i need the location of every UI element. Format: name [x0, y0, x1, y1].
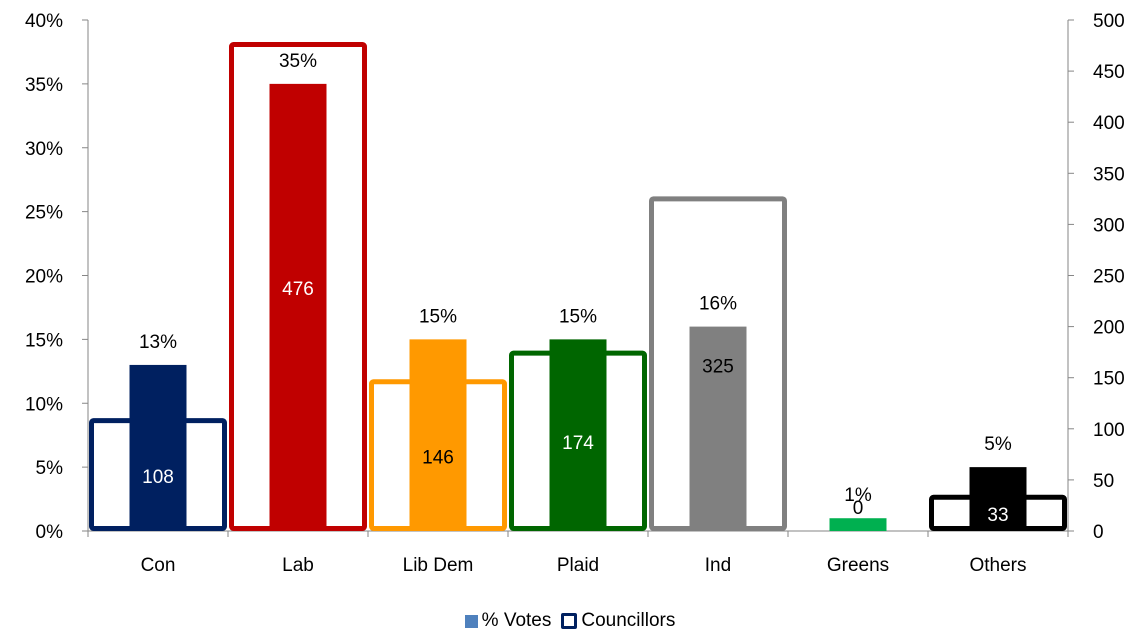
right-tick-label: 500 — [1093, 11, 1125, 32]
right-tick-label: 450 — [1093, 62, 1125, 83]
left-tick-label: 40% — [25, 11, 63, 32]
votes-bar — [269, 83, 327, 531]
votes-data-label: 16% — [699, 294, 737, 315]
right-tick-label: 400 — [1093, 113, 1125, 134]
right-tick-label: 50 — [1093, 471, 1114, 492]
votes-swatch — [464, 614, 478, 628]
councillors-data-label: 108 — [142, 467, 174, 488]
legend-item-votes: % Votes — [464, 610, 552, 632]
votes-bar — [689, 326, 747, 531]
right-tick-label: 250 — [1093, 267, 1125, 288]
votes-data-label: 13% — [139, 332, 177, 353]
left-tick-label: 5% — [36, 458, 64, 479]
councillors-data-label: 33 — [987, 505, 1008, 526]
votes-bar — [129, 364, 187, 531]
votes-data-label: 5% — [984, 434, 1012, 455]
legend: % Votes Councillors — [0, 607, 1140, 635]
legend-label-votes: % Votes — [481, 610, 552, 631]
right-tick-label: 100 — [1093, 420, 1125, 441]
votes-data-label: 35% — [279, 51, 317, 72]
votes-data-label: 15% — [419, 306, 457, 327]
right-tick-label: 150 — [1093, 369, 1125, 390]
category-label: Lib Dem — [403, 555, 474, 576]
votes-bar — [829, 518, 887, 531]
councillors-data-label: 476 — [282, 279, 314, 300]
left-tick-label: 25% — [25, 203, 63, 224]
right-tick-label: 350 — [1093, 164, 1125, 185]
legend-item-councillors: Councillors — [561, 610, 675, 632]
left-tick-label: 15% — [25, 330, 63, 351]
category-label: Plaid — [557, 555, 599, 576]
right-tick-label: 0 — [1093, 522, 1104, 543]
left-tick-label: 10% — [25, 394, 63, 415]
councillors-data-label: 174 — [562, 433, 594, 454]
category-label: Lab — [282, 555, 314, 576]
right-tick-label: 300 — [1093, 215, 1125, 236]
councillors-data-label: 325 — [702, 357, 734, 378]
left-tick-label: 30% — [25, 139, 63, 160]
councillors-data-label: 0 — [853, 498, 864, 519]
category-label: Ind — [705, 555, 731, 576]
councillors-swatch — [561, 613, 578, 629]
votes-bar — [409, 339, 467, 531]
votes-data-label: 1% — [844, 485, 872, 506]
votes-bar — [549, 339, 607, 531]
chart: 0% 5% 10% 15% 20% 25% 30% 35% 40% 0 50 100 150 200 250… — [25, 11, 1125, 576]
category-label: Greens — [827, 555, 889, 576]
right-tick-label: 200 — [1093, 318, 1125, 339]
legend-label-councillors: Councillors — [581, 610, 676, 631]
left-tick-label: 0% — [36, 522, 64, 543]
votes-bar — [969, 467, 1027, 531]
votes-data-label: 15% — [559, 306, 597, 327]
left-tick-label: 35% — [25, 75, 63, 96]
councillors-data-label: 146 — [422, 447, 454, 468]
category-label: Others — [969, 555, 1026, 576]
left-tick-label: 20% — [25, 267, 63, 288]
category-label: Con — [141, 555, 176, 576]
